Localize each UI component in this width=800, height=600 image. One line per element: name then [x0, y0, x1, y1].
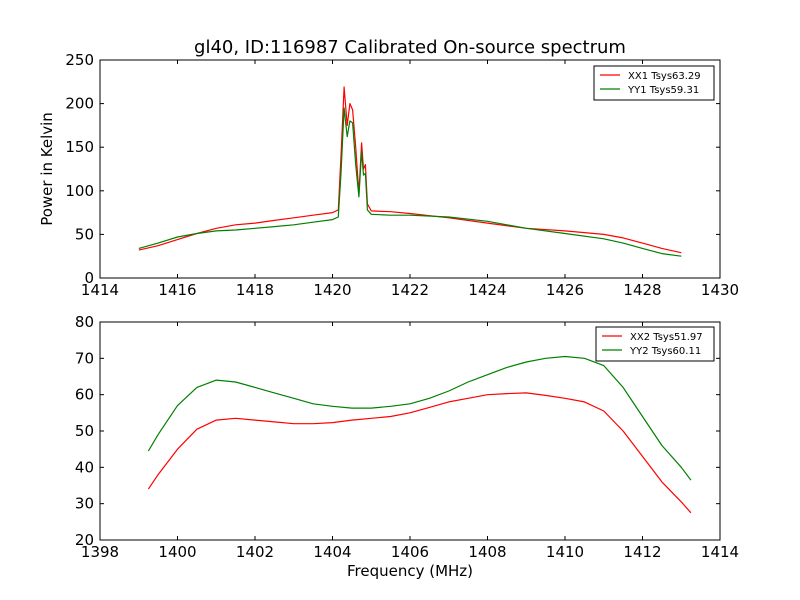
legend-entry: YY2 Tsys60.11 [629, 346, 701, 357]
x-axis-label: Frequency (MHz) [347, 562, 473, 580]
y-tick-label: 100 [65, 182, 94, 200]
x-tick-label: 1426 [546, 281, 584, 299]
x-tick-label: 1420 [313, 281, 351, 299]
legend-entry: XX2 Tsys51.97 [630, 332, 703, 343]
y-tick-label: 20 [75, 531, 94, 549]
legend-box [595, 326, 715, 362]
y-tick-label: 30 [75, 495, 94, 513]
x-tick-label: 1414 [701, 543, 739, 561]
legend-entry: XX1 Tsys63.29 [628, 71, 701, 82]
chart-title: gl40, ID:116987 Calibrated On-source spe… [194, 37, 626, 58]
x-tick-label: 1428 [623, 281, 661, 299]
y-tick-label: 250 [65, 51, 94, 69]
y-tick-label: 0 [84, 269, 94, 287]
x-tick-label: 1398 [81, 543, 119, 561]
series-line-red [147, 392, 692, 514]
y-axis-label: Power in Kelvin [38, 112, 56, 226]
top-plot: 1414 1416 1418 1420 1422 1424 1426 1428 1430 0 50 1… [38, 51, 739, 299]
x-tick-label: 1416 [158, 281, 196, 299]
x-tick-label: 1406 [391, 543, 429, 561]
legend-box [593, 65, 715, 101]
y-tick-label: 200 [65, 95, 94, 113]
y-tick-label: 80 [75, 313, 94, 331]
y-tick-label: 150 [65, 138, 94, 156]
x-tick-label: 1404 [313, 543, 351, 561]
x-tick-label: 1408 [468, 543, 506, 561]
y-tick-label: 60 [75, 386, 94, 404]
x-tick-label: 1402 [236, 543, 274, 561]
x-tick-label: 1412 [623, 543, 661, 561]
bottom-plot: 1398 1400 1402 1404 1406 1408 1410 1412 1414 20 30… [75, 313, 739, 580]
x-tick-label: 1422 [391, 281, 429, 299]
x-tick-label: 1424 [468, 281, 506, 299]
x-tick-label: 1430 [701, 281, 739, 299]
series-line-green [147, 355, 692, 481]
y-tick-label: 70 [75, 349, 94, 367]
series-line-green [138, 107, 682, 257]
y-tick-label: 50 [75, 422, 94, 440]
legend-entry: YY1 Tsys59.31 [627, 85, 699, 96]
legend: XX2 Tsys51.97 YY2 Tsys60.11 [595, 326, 715, 362]
x-tick-label: 1400 [158, 543, 196, 561]
x-tick-label: 1414 [81, 281, 119, 299]
y-tick-label: 50 [75, 225, 94, 243]
legend: XX1 Tsys63.29 YY1 Tsys59.31 [593, 65, 715, 101]
x-tick-label: 1418 [236, 281, 274, 299]
x-tick-label: 1410 [546, 543, 584, 561]
y-tick-label: 40 [75, 458, 94, 476]
series-line-red [138, 86, 682, 254]
